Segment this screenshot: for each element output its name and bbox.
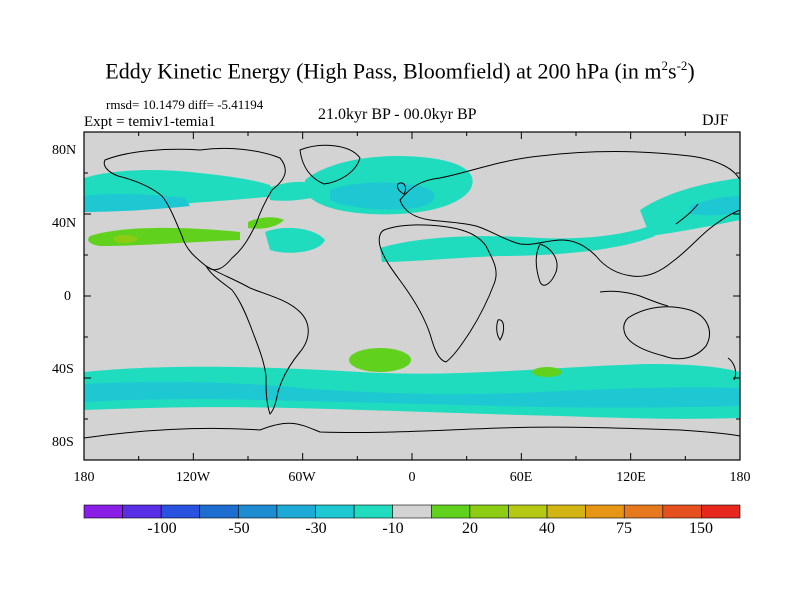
lat-tick-label: 0 (64, 289, 71, 304)
colorbar-swatch (276, 504, 316, 519)
experiment-label: Expt = temiv1-temia1 (84, 114, 216, 130)
mid-atlantic-lobe (265, 227, 325, 253)
lon-tick-label: 180 (73, 470, 95, 485)
india-outline (535, 243, 558, 286)
colorbar-swatch (315, 504, 355, 519)
colorbar-swatch (585, 504, 625, 519)
pacific-jet-core (113, 235, 137, 243)
colorbar-swatch (662, 504, 702, 519)
anomaly-fields (84, 156, 740, 419)
colorbar-swatch (701, 504, 741, 519)
lat-tick-label: 40S (52, 362, 74, 377)
nw-pacific-core (690, 196, 740, 216)
colorbar-label: 40 (539, 520, 555, 537)
lon-tick-label: 120E (616, 470, 646, 485)
colorbar-swatch (199, 504, 239, 519)
lon-tick-label: 0 (408, 470, 416, 485)
colorbar-label: 75 (616, 520, 632, 537)
south-atlantic-blob (349, 348, 411, 372)
north-atlantic-core (330, 182, 435, 210)
lon-tick-label: 60W (288, 470, 316, 485)
colorbar-label: -10 (382, 520, 404, 537)
lon-tick-label: 60E (509, 470, 533, 485)
colorbar-swatch (469, 504, 509, 519)
colorbar-swatch (160, 504, 201, 519)
uk-outline (397, 182, 407, 195)
period-label: 21.0kyr BP - 00.0kyr BP (318, 106, 477, 123)
season-label: DJF (702, 112, 729, 129)
north-america-outline (103, 147, 286, 271)
chart-title: Eddy Kinetic Energy (High Pass, Bloomfie… (105, 58, 695, 84)
eurasia-outline (399, 151, 740, 277)
south-america-outline (204, 264, 309, 415)
colorbar-swatch (546, 504, 586, 519)
eurasia-band (380, 226, 655, 262)
japan-outline (675, 203, 699, 225)
lat-tick-label: 40N (52, 216, 77, 231)
lat-tick-label: 80S (52, 435, 74, 450)
lon-tick-label: 180 (729, 470, 751, 485)
colorbar-label: -100 (147, 520, 177, 537)
colorbar-swatch (353, 504, 394, 519)
colorbar-swatch (508, 504, 548, 519)
madagascar-outline (496, 319, 505, 341)
colorbar-label: 150 (689, 520, 713, 537)
australia-outline (623, 306, 710, 360)
antarctica-outline (84, 422, 740, 439)
lon-tick-label: 120W (175, 470, 211, 485)
stats-label: rmsd= 10.1479 diff= -5.41194 (106, 97, 264, 112)
colorbar-label: -30 (305, 520, 327, 537)
greenland-outline (299, 144, 361, 185)
lat-tick-label: 80N (52, 143, 77, 158)
southern-ocean-core (84, 381, 740, 408)
colorbar-swatch (122, 504, 162, 519)
colorbar-swatch (238, 504, 278, 519)
colorbar-swatch (392, 504, 432, 519)
colorbar (83, 504, 741, 519)
colorbar-swatch (83, 504, 123, 519)
coastlines (84, 144, 740, 439)
colorbar-label: -50 (228, 520, 250, 537)
axis-ticks (83, 131, 741, 461)
colorbar-swatch (623, 504, 664, 519)
colorbar-swatch (430, 504, 471, 519)
africa-outline (378, 224, 497, 363)
indonesia-outline (599, 290, 669, 307)
indian-ocean-blob (532, 367, 562, 377)
colorbar-label: 20 (462, 520, 478, 537)
